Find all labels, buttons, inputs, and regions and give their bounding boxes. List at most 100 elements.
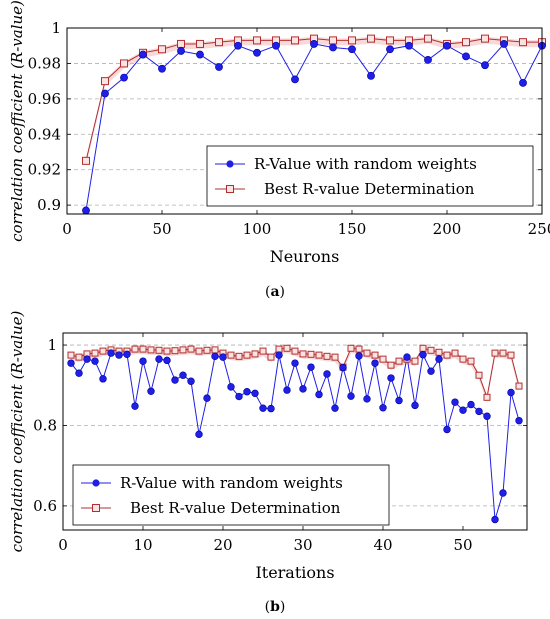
best-point xyxy=(507,351,515,359)
best-point xyxy=(227,351,235,359)
best-point xyxy=(215,38,223,47)
random-point xyxy=(483,412,491,420)
x-tick-label: 10 xyxy=(133,536,152,554)
series-line-best xyxy=(85,38,542,161)
random-point xyxy=(419,351,427,359)
best-point xyxy=(131,345,139,353)
random-point xyxy=(339,363,347,372)
best-point xyxy=(158,45,166,54)
random-point xyxy=(371,359,379,367)
best-point xyxy=(196,39,204,48)
best-point xyxy=(147,346,155,354)
best-point xyxy=(395,357,403,365)
random-point xyxy=(405,41,413,50)
best-point xyxy=(519,38,527,47)
random-point xyxy=(291,359,299,367)
x-axis-label: Iterations xyxy=(255,563,334,582)
random-point xyxy=(123,350,131,359)
x-tick-label: 50 xyxy=(152,220,171,238)
random-point xyxy=(139,357,147,365)
random-point xyxy=(82,206,90,215)
axes-frame xyxy=(62,332,528,531)
random-point xyxy=(253,48,261,57)
random-point xyxy=(147,387,155,395)
random-point xyxy=(179,371,187,379)
best-point xyxy=(435,348,443,356)
random-point xyxy=(315,390,323,399)
best-point xyxy=(275,345,283,353)
x-tick-label: 50 xyxy=(453,536,472,554)
y-tick-label: 0.94 xyxy=(28,125,61,143)
legend-marker-random xyxy=(226,160,234,168)
random-point xyxy=(467,400,475,409)
figure-caption: (b) xyxy=(265,599,286,615)
best-point xyxy=(211,346,219,354)
best-point xyxy=(307,350,315,358)
random-point xyxy=(387,374,395,382)
random-point xyxy=(187,377,195,385)
best-point xyxy=(329,36,337,45)
random-point xyxy=(443,41,451,50)
legend-label-best: Best R-value Determination xyxy=(130,499,341,517)
random-point xyxy=(195,430,203,439)
y-axis-label: correlation coefficient (R-value) xyxy=(8,0,26,242)
best-point xyxy=(323,352,331,360)
random-point xyxy=(283,386,291,394)
random-point xyxy=(83,355,91,363)
random-point xyxy=(299,385,307,393)
random-point xyxy=(251,389,259,398)
legend-label-random: R-Value with random weights xyxy=(120,474,343,492)
x-tick-label: 30 xyxy=(293,536,312,554)
x-tick-label: 200 xyxy=(433,220,462,238)
y-tick-label: 1 xyxy=(51,19,61,37)
best-point xyxy=(171,347,179,355)
random-point xyxy=(107,349,115,357)
random-point xyxy=(234,41,242,50)
y-tick-label: 0.92 xyxy=(28,161,61,179)
random-point xyxy=(267,404,275,413)
best-point xyxy=(291,36,299,45)
best-point xyxy=(187,345,195,353)
best-point xyxy=(462,38,470,47)
legend-marker-best xyxy=(92,504,100,512)
random-point xyxy=(481,61,489,70)
best-point xyxy=(299,350,307,358)
random-point xyxy=(310,40,318,48)
random-point xyxy=(331,404,339,412)
y-tick-label: 1 xyxy=(47,336,57,354)
random-point xyxy=(443,425,451,434)
random-point xyxy=(307,363,315,371)
best-point xyxy=(347,344,355,352)
best-point xyxy=(379,355,387,363)
random-point xyxy=(203,394,211,402)
best-point xyxy=(475,371,483,379)
axes-frame xyxy=(66,27,543,215)
best-point xyxy=(459,355,467,363)
best-point xyxy=(120,59,128,68)
random-point xyxy=(499,489,507,497)
random-point xyxy=(507,388,515,397)
random-point xyxy=(451,398,459,406)
random-point xyxy=(519,79,527,87)
random-point xyxy=(177,47,185,55)
best-point xyxy=(139,345,147,353)
best-point xyxy=(177,39,185,48)
random-point xyxy=(115,351,123,359)
random-point xyxy=(272,41,280,50)
best-point xyxy=(267,353,275,361)
random-point xyxy=(459,406,467,414)
random-point xyxy=(491,515,499,524)
figure-caption: (a) xyxy=(265,284,285,300)
random-point xyxy=(139,50,147,59)
random-point xyxy=(91,357,99,365)
x-tick-label: 100 xyxy=(243,220,272,238)
best-point xyxy=(251,350,259,358)
best-point xyxy=(291,347,299,355)
best-point xyxy=(467,357,475,365)
best-point xyxy=(371,351,379,359)
y-axis-label: correlation coefficient (R-value) xyxy=(8,310,26,552)
random-point xyxy=(348,45,356,54)
legend-box xyxy=(206,145,534,207)
best-point xyxy=(419,344,427,352)
